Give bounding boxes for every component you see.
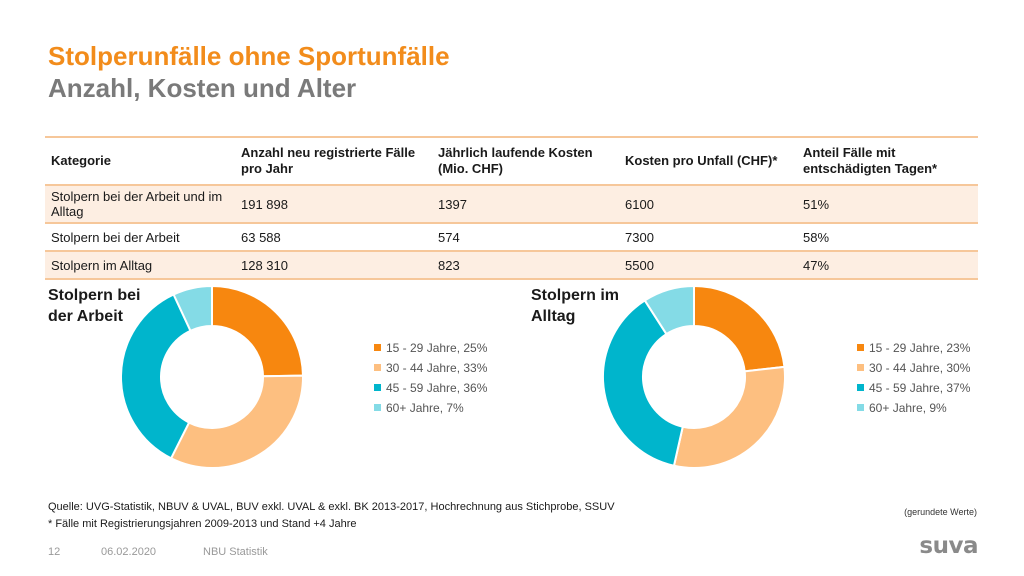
suva-logo: suva	[919, 533, 978, 559]
cell-share-compensated: 58%	[797, 223, 978, 252]
donut-chart-arbeit	[120, 284, 305, 469]
cell-annual-cost: 823	[432, 251, 619, 280]
legend-item: 60+ Jahre, 9%	[857, 398, 970, 418]
legend-swatch	[857, 384, 864, 391]
donut-slice-15-29-jahre	[211, 284, 305, 378]
legend-item: 45 - 59 Jahre, 36%	[374, 378, 487, 398]
legend-arbeit: 15 - 29 Jahre, 25% 30 - 44 Jahre, 33% 45…	[374, 338, 487, 418]
col-header-category: Kategorie	[45, 136, 235, 186]
table-row: Stolpern im Alltag 128 310 823 5500 47%	[45, 251, 978, 280]
legend-swatch	[857, 344, 864, 351]
donut-slice-30-44-jahre	[672, 365, 786, 469]
cell-count: 128 310	[235, 251, 432, 280]
cell-category: Stolpern bei der Arbeit	[45, 223, 235, 252]
legend-alltag: 15 - 29 Jahre, 23% 30 - 44 Jahre, 30% 45…	[857, 338, 970, 418]
cell-share-compensated: 51%	[797, 185, 978, 224]
cell-count: 63 588	[235, 223, 432, 252]
legend-label: 60+ Jahre, 7%	[386, 401, 464, 415]
statistics-table: Kategorie Anzahl neu registrierte Fälle …	[45, 136, 978, 280]
legend-item: 60+ Jahre, 7%	[374, 398, 487, 418]
legend-label: 30 - 44 Jahre, 30%	[869, 361, 971, 375]
footer-label: NBU Statistik	[203, 546, 268, 558]
table-row: Stolpern bei der Arbeit 63 588 574 7300 …	[45, 223, 978, 252]
legend-item: 30 - 44 Jahre, 30%	[857, 358, 970, 378]
cell-annual-cost: 1397	[432, 185, 619, 224]
cell-category: Stolpern bei der Arbeit und im Alltag	[45, 185, 235, 224]
legend-label: 15 - 29 Jahre, 23%	[869, 341, 971, 355]
page-subtitle: Anzahl, Kosten und Alter	[48, 73, 357, 103]
chart-title-alltag: Stolpern im Alltag	[531, 287, 620, 325]
col-header-count: Anzahl neu registrierte Fälle pro Jahr	[235, 136, 432, 186]
donut-slice-60-jahre	[172, 284, 213, 333]
footnote: * Fälle mit Registrierungsjahren 2009-20…	[48, 518, 357, 530]
donut-chart-alltag	[602, 284, 786, 469]
donut-slice-30-44-jahre	[169, 374, 304, 469]
legend-label: 60+ Jahre, 9%	[869, 401, 947, 415]
col-header-cost-per-accident: Kosten pro Unfall (CHF)*	[619, 136, 797, 186]
legend-item: 30 - 44 Jahre, 33%	[374, 358, 487, 378]
page-title: Stolperunfälle ohne Sportunfälle	[48, 41, 450, 71]
cell-category: Stolpern im Alltag	[45, 251, 235, 280]
cell-cost-per-accident: 6100	[619, 185, 797, 224]
legend-label: 45 - 59 Jahre, 36%	[386, 381, 488, 395]
legend-swatch	[374, 384, 381, 391]
legend-swatch	[374, 364, 381, 371]
donut-slice-45-59-jahre	[120, 293, 192, 460]
legend-swatch	[374, 404, 381, 411]
legend-label: 15 - 29 Jahre, 25%	[386, 341, 488, 355]
cell-cost-per-accident: 7300	[619, 223, 797, 252]
legend-swatch	[857, 364, 864, 371]
legend-item: 45 - 59 Jahre, 37%	[857, 378, 970, 398]
source-note: Quelle: UVG-Statistik, NBUV & UVAL, BUV …	[48, 501, 615, 513]
col-header-annual-cost: Jährlich laufende Kosten (Mio. CHF)	[432, 136, 619, 186]
donut-slice-15-29-jahre	[693, 284, 786, 373]
legend-swatch	[857, 404, 864, 411]
legend-label: 45 - 59 Jahre, 37%	[869, 381, 971, 395]
legend-label: 30 - 44 Jahre, 33%	[386, 361, 488, 375]
chart-title-arbeit: Stolpern bei der Arbeit	[48, 287, 141, 325]
cell-share-compensated: 47%	[797, 251, 978, 280]
page-number: 12	[48, 546, 61, 558]
footer-date: 06.02.2020	[101, 546, 157, 558]
col-header-share-compensated: Anteil Fälle mit entschädigten Tagen*	[797, 136, 978, 186]
legend-swatch	[374, 344, 381, 351]
legend-item: 15 - 29 Jahre, 25%	[374, 338, 487, 358]
legend-item: 15 - 29 Jahre, 23%	[857, 338, 970, 358]
donut-slice-60-jahre	[643, 284, 695, 336]
rounded-values-note: (gerundete Werte)	[904, 507, 977, 517]
cell-cost-per-accident: 5500	[619, 251, 797, 280]
table-row: Stolpern bei der Arbeit und im Alltag 19…	[45, 185, 978, 224]
cell-annual-cost: 574	[432, 223, 619, 252]
table-header-row: Kategorie Anzahl neu registrierte Fälle …	[45, 136, 978, 186]
donut-slice-45-59-jahre	[602, 299, 684, 467]
cell-count: 191 898	[235, 185, 432, 224]
